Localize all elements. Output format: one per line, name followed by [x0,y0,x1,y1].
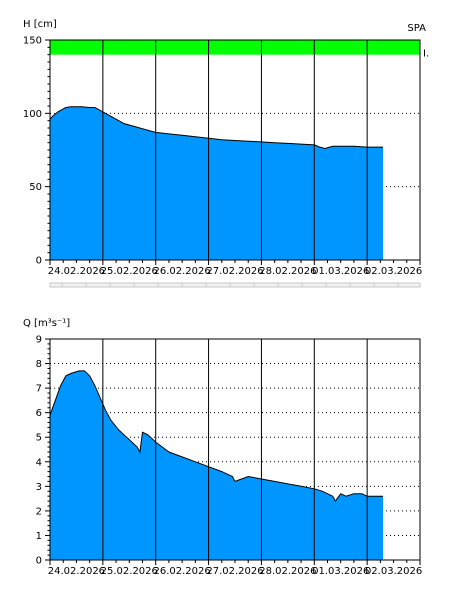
h-chart-x-tick-label: 24.02.2026 [48,266,105,277]
h-chart-y-axis-title: H [cm] [23,19,57,30]
h-chart-x-tick-label: 27.02.2026 [206,266,263,277]
h-chart-band-label: I. [423,49,429,60]
h-chart-x-tick-label: 25.02.2026 [101,266,158,277]
q-chart-y-tick-label: 2 [36,506,42,517]
h-chart-x-tick-label: 02.03.2026 [365,266,422,277]
q-chart-y-tick-label: 4 [36,457,42,468]
h-chart-scrollbar [49,282,421,288]
q-chart-x-tick-label: 25.02.2026 [101,566,158,577]
h-chart-threshold-band [50,40,420,55]
q-chart-x-tick-label: 02.03.2026 [365,566,422,577]
h-chart-x-tick-label: 28.02.2026 [259,266,316,277]
q-chart-series-line [49,370,383,503]
q-chart-x-tick-label: 01.03.2026 [312,566,369,577]
q-chart-y-tick-label: 6 [36,408,42,419]
q-chart-series-area [50,370,383,560]
q-chart-x-tick-label: 28.02.2026 [259,566,316,577]
q-chart-x-tick-label: 26.02.2026 [154,566,211,577]
h-chart-series-line [49,106,383,150]
q-chart-y-axis-title: Q [m³s⁻¹] [23,318,70,329]
h-chart-x-tick-label: 01.03.2026 [312,266,369,277]
q-chart-x-tick-label: 27.02.2026 [206,566,263,577]
h-chart-station-label: SPA [407,23,426,34]
h-chart-y-tick-label: 100 [23,109,42,120]
q-chart-y-tick-label: 8 [36,359,42,370]
h-chart-y-tick-label: 150 [23,36,42,47]
q-chart-y-tick-label: 7 [36,384,42,395]
q-chart-x-tick-label: 24.02.2026 [48,566,105,577]
q-chart-y-tick-label: 1 [36,531,42,542]
q-chart-y-tick-label: 3 [36,482,42,493]
h-chart-y-tick-label: 0 [36,256,42,267]
q-chart-y-tick-label: 9 [36,335,42,346]
q-chart-y-tick-label: 0 [36,556,42,567]
h-chart-y-tick-label: 50 [29,182,42,193]
h-chart-x-tick-label: 26.02.2026 [154,266,211,277]
h-chart-series-area [50,106,383,260]
q-chart-y-tick-label: 5 [36,433,42,444]
